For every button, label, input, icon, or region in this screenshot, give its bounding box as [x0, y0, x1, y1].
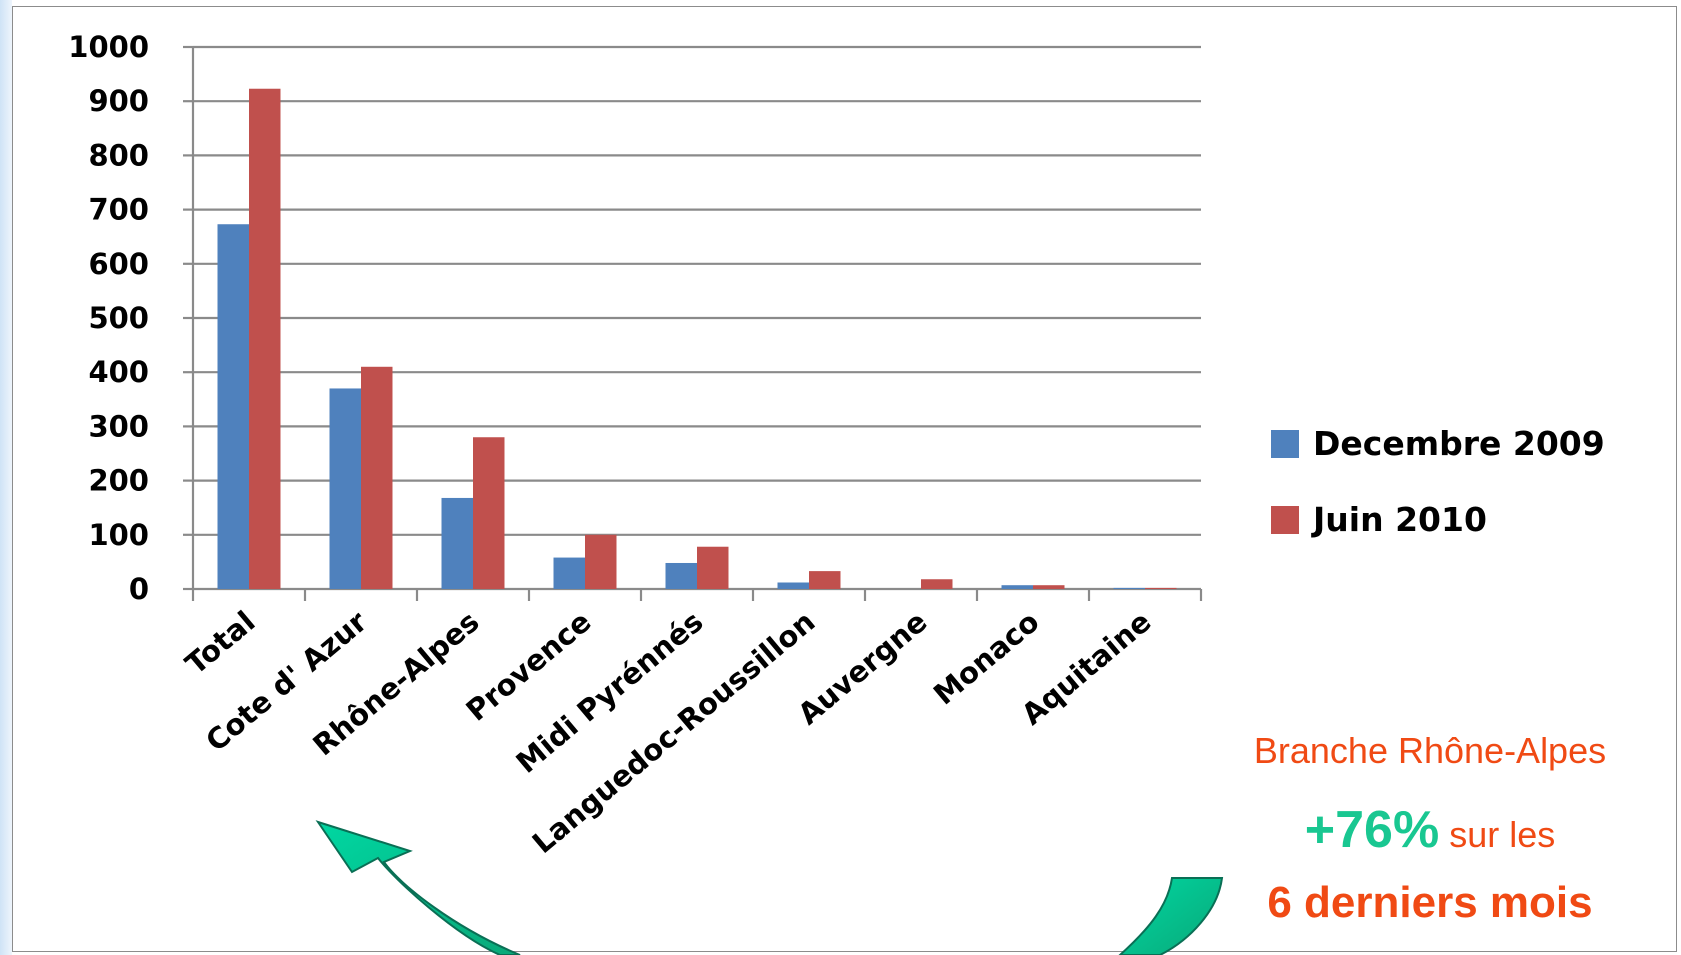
legend: Decembre 2009 Juin 2010 — [1271, 424, 1605, 539]
bar-series2 — [1145, 587, 1177, 589]
y-tick-label: 200 — [88, 464, 149, 498]
curved-arrow-left — [315, 820, 521, 955]
bar-series2 — [921, 579, 953, 589]
y-tick-label: 400 — [88, 355, 149, 389]
x-category-label: Total — [179, 604, 262, 681]
legend-label: Decembre 2009 — [1313, 424, 1605, 463]
annotation-period: 6 derniers mois — [1267, 878, 1593, 927]
legend-swatch — [1271, 506, 1299, 534]
bar-series1 — [665, 562, 697, 589]
y-tick-label: 300 — [88, 409, 149, 443]
bar-series1 — [1113, 587, 1145, 589]
y-tick-label: 800 — [88, 138, 149, 172]
annotation-percentage: +76% — [1304, 801, 1440, 859]
bar-series1 — [777, 582, 809, 589]
y-tick-label: 1000 — [68, 30, 149, 64]
annotation-growth-text: sur les — [1449, 814, 1556, 855]
bar-series1 — [217, 224, 249, 589]
bars — [217, 88, 1177, 589]
bar-series2 — [809, 571, 841, 589]
bar-series1 — [1001, 585, 1033, 589]
legend-label: Juin 2010 — [1311, 500, 1487, 539]
bar-series2 — [361, 366, 393, 589]
chart-frame — [12, 6, 1677, 952]
bar-series1 — [441, 497, 473, 589]
x-axis — [191, 587, 1203, 601]
y-tick-label: 600 — [88, 247, 149, 281]
x-category-label: Midi Pyrénnés — [510, 604, 710, 779]
y-tick-label: 100 — [88, 518, 149, 552]
arrows — [315, 820, 1224, 955]
bar-series2 — [697, 546, 729, 589]
y-axis: 0 100 200 300 400 500 600 700 800 900 1000 — [68, 30, 195, 606]
bar-series2 — [473, 437, 505, 589]
curved-arrow-right — [1118, 877, 1224, 955]
y-tick-label: 0 — [129, 572, 149, 606]
annotation-growth: +76% sur les — [1200, 800, 1660, 860]
bar-series1 — [329, 388, 361, 589]
slide-background-strip — [0, 0, 12, 955]
bar-series2 — [249, 88, 281, 589]
bar-series2 — [585, 534, 617, 589]
bar-series1 — [553, 557, 585, 589]
gridlines — [193, 45, 1201, 536]
legend-swatch — [1271, 430, 1299, 458]
y-tick-label: 700 — [88, 193, 149, 227]
y-tick-label: 900 — [88, 84, 149, 118]
y-tick-label: 500 — [88, 301, 149, 335]
annotation-title: Branche Rhône-Alpes — [1253, 730, 1607, 771]
bar-series2 — [1033, 585, 1065, 589]
